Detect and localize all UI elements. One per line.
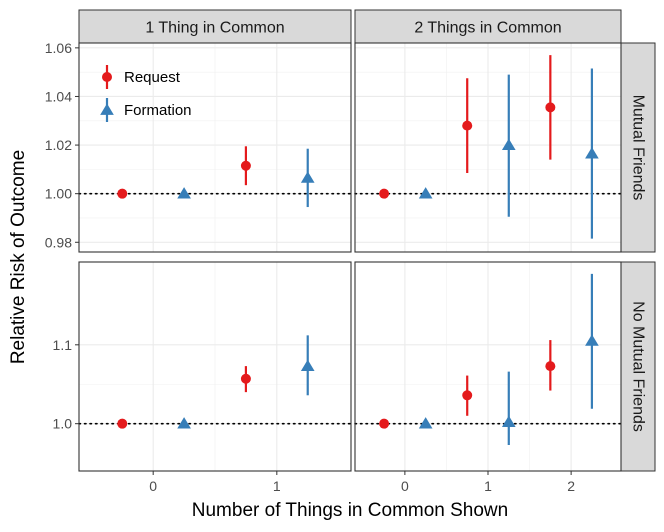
- formation-point: [300, 171, 315, 183]
- y-tick-label: 1.02: [45, 137, 72, 153]
- formation-point: [501, 415, 516, 427]
- formation-point: [300, 359, 315, 371]
- panel-border: [78, 261, 352, 472]
- y-tick-label: 0.98: [45, 234, 72, 250]
- legend-label: Request: [124, 69, 181, 86]
- x-axis-title: Number of Things in Common Shown: [192, 500, 508, 521]
- panels-layer: 1 Thing in Common 2 Things in Common Mutua…: [45, 9, 656, 494]
- column-strip-label: 1 Thing in Common: [145, 20, 284, 37]
- column-strip: [78, 9, 352, 44]
- x-tick-label: 1: [273, 478, 281, 494]
- request-point: [240, 160, 251, 171]
- legend-item: Request: [102, 65, 181, 89]
- y-tick-label: 1.0: [53, 416, 73, 432]
- formation-legend-icon: [100, 103, 114, 115]
- x-tick-label: 0: [401, 478, 409, 494]
- panel: [78, 261, 352, 472]
- row-strip: [620, 42, 656, 253]
- x-tick-label: 2: [567, 478, 575, 494]
- panel: [354, 261, 622, 472]
- row-strip-label: Mutual Friends: [630, 95, 647, 201]
- formation-point: [418, 417, 433, 429]
- row-strip: [620, 261, 656, 472]
- y-tick-label: 1.1: [53, 337, 73, 353]
- request-point: [545, 102, 556, 113]
- panel-border: [78, 42, 352, 253]
- request-point: [462, 120, 473, 131]
- panel: [354, 42, 622, 253]
- panel: [78, 42, 352, 253]
- formation-point: [177, 187, 191, 199]
- legend-item: Formation: [100, 98, 192, 122]
- x-tick-label: 0: [149, 478, 157, 494]
- request-point: [379, 418, 390, 429]
- column-strip-label: 2 Things in Common: [414, 20, 561, 37]
- row-strip-label: No Mutual Friends: [630, 301, 647, 432]
- y-axis-title: Relative Risk of Outcome: [8, 150, 29, 364]
- request-point: [379, 188, 390, 199]
- formation-point: [501, 138, 516, 150]
- legend-label: Formation: [124, 102, 192, 119]
- formation-point: [585, 147, 599, 159]
- legend: Request Formation: [100, 65, 192, 122]
- x-tick-label: 1: [484, 478, 492, 494]
- request-point: [545, 361, 556, 372]
- formation-point: [418, 187, 433, 199]
- y-tick-label: 1.06: [45, 40, 72, 56]
- formation-point: [177, 417, 191, 429]
- y-tick-label: 1.00: [45, 186, 72, 202]
- formation-point: [585, 334, 599, 346]
- y-tick-label: 1.04: [45, 88, 72, 104]
- request-point: [117, 418, 128, 429]
- request-legend-icon: [102, 72, 112, 82]
- request-point: [462, 390, 473, 401]
- request-point: [117, 188, 128, 199]
- request-point: [240, 373, 251, 384]
- panel-border: [354, 42, 622, 253]
